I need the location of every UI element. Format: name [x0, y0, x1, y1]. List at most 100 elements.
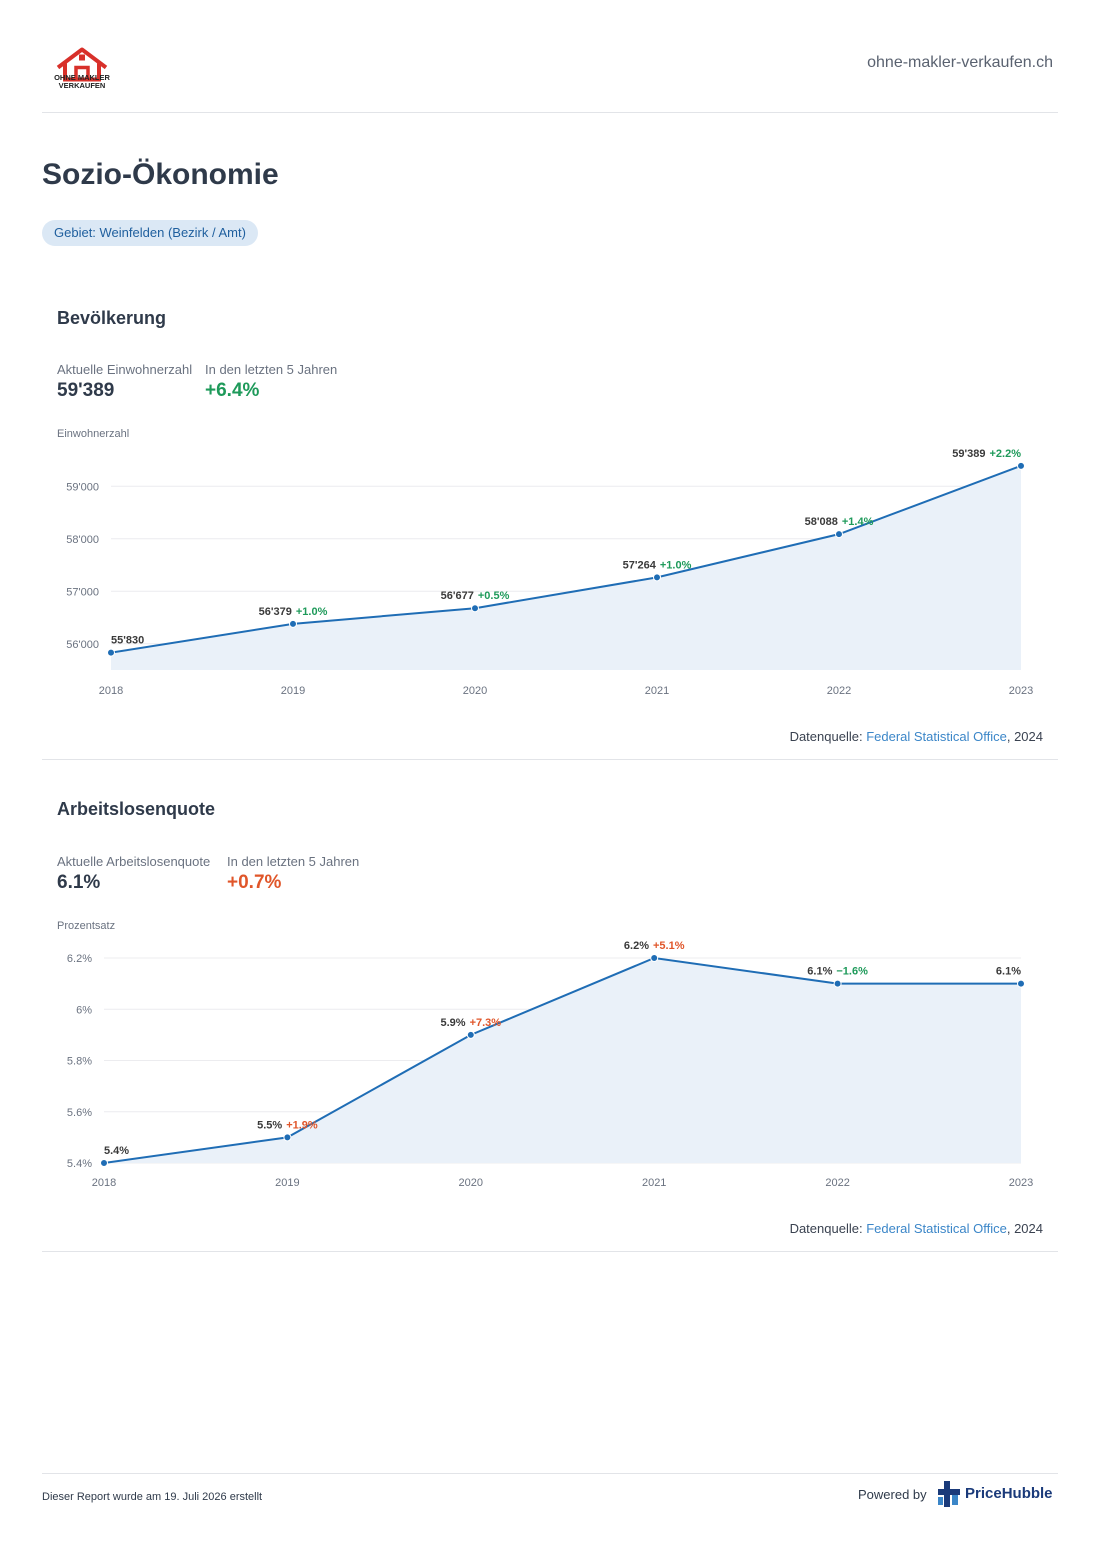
y-tick-label: 5.4%: [67, 1158, 92, 1170]
value-label: 57'264: [623, 559, 657, 571]
site-url[interactable]: ohne-makler-verkaufen.ch: [867, 54, 1053, 71]
pricehubble-brand[interactable]: PriceHubble: [965, 1485, 1053, 1502]
change-label: +5.1%: [653, 940, 685, 952]
population-chart: 56'000 57'000 58'000 59'000 55'830 2018 56'379…: [66, 448, 1033, 697]
series-line: [103, 956, 1021, 1164]
pricehubble-logo-icon: [938, 1481, 960, 1507]
logo-line-1: OHNE MAKLER: [54, 73, 110, 82]
data-label: 6.1% −1.6%: [807, 966, 868, 978]
powered-by-label: Powered by: [858, 1487, 927, 1502]
population-axis-label: Einwohnerzahl: [57, 428, 130, 440]
value-label: 55'830: [111, 635, 144, 647]
source-prefix: Datenquelle:: [789, 1221, 867, 1236]
change-label: +1.9%: [286, 1119, 318, 1131]
x-tick-label: 2023: [1009, 1177, 1033, 1189]
value-label: 56'677: [441, 590, 474, 602]
logo-line-2: VERKAUFEN: [58, 81, 106, 90]
y-tick-label: 5.6%: [67, 1107, 92, 1119]
footer-divider: [42, 1473, 1058, 1474]
change-label: +1.0%: [296, 606, 328, 618]
source-link[interactable]: Federal Statistical Office: [866, 1221, 1007, 1236]
section-divider: [42, 1251, 1058, 1252]
data-label: 6.2% +5.1%: [624, 940, 685, 952]
population-change-value: +6.4%: [205, 380, 260, 401]
population-change-label: In den letzten 5 Jahren: [205, 362, 338, 377]
data-label: 56'677 +0.5%: [441, 590, 510, 602]
data-point: [1017, 979, 1025, 988]
data-point: [835, 530, 843, 539]
x-tick-label: 2019: [281, 685, 305, 697]
data-point: [289, 619, 297, 628]
x-tick-label: 2018: [99, 685, 123, 697]
data-point: [466, 1030, 475, 1039]
y-tick-label: 58'000: [66, 534, 99, 546]
value-label: 6.2%: [624, 940, 649, 952]
data-label: 59'389 +2.2%: [952, 448, 1021, 460]
unemployment-axis-label: Prozentsatz: [57, 920, 116, 932]
x-tick-label: 2022: [825, 1177, 849, 1189]
page-title: Sozio-Ökonomie: [42, 158, 279, 191]
x-tick-label: 2020: [463, 685, 487, 697]
change-label: +2.2%: [990, 448, 1022, 460]
data-point: [650, 954, 659, 962]
series-line: [110, 464, 1022, 654]
y-tick-label: 57'000: [66, 586, 99, 598]
x-tick-label: 2019: [275, 1177, 299, 1189]
data-label: 57'264 +1.0%: [623, 559, 692, 571]
change-label: +0.5%: [478, 590, 510, 602]
source-suffix: , 2024: [1006, 1221, 1043, 1236]
value-label: 58'088: [805, 516, 838, 528]
unemployment-source: Datenquelle: Federal Statistical Office,…: [790, 1221, 1043, 1236]
report-date-text: Dieser Report wurde am 19. Juli 2026 ers…: [42, 1491, 263, 1503]
data-label: 6.1%: [996, 966, 1021, 978]
data-label: 58'088 +1.4%: [805, 516, 874, 528]
y-tick-label: 59'000: [66, 481, 99, 493]
data-point: [100, 1159, 108, 1167]
data-point: [471, 604, 479, 613]
source-suffix: , 2024: [1006, 729, 1043, 744]
y-tick-label: 6.2%: [67, 953, 92, 965]
data-label: 5.9% +7.3%: [441, 1017, 502, 1029]
x-tick-label: 2018: [92, 1177, 116, 1189]
value-label: 56'379: [259, 606, 292, 618]
change-label: +1.0%: [660, 559, 692, 571]
data-point: [107, 648, 115, 657]
house-logo-icon: [56, 47, 108, 82]
population-current-value: 59'389: [57, 380, 115, 401]
change-label: +7.3%: [470, 1017, 502, 1029]
data-point: [653, 573, 661, 582]
value-label: 5.9%: [441, 1017, 466, 1029]
unemployment-change-label: In den letzten 5 Jahren: [227, 854, 360, 869]
value-label: 59'389: [952, 448, 985, 460]
value-label: 5.5%: [257, 1119, 282, 1131]
value-label: 6.1%: [996, 966, 1021, 978]
x-tick-label: 2023: [1009, 685, 1033, 697]
data-label: 56'379 +1.0%: [259, 606, 328, 618]
change-label: +1.4%: [842, 516, 874, 528]
y-tick-label: 6%: [76, 1004, 92, 1016]
value-label: 5.4%: [104, 1145, 129, 1157]
data-label: 55'830: [111, 635, 144, 647]
x-tick-label: 2021: [645, 685, 669, 697]
y-tick-label: 5.8%: [67, 1056, 92, 1068]
unemployment-title: Arbeitslosenquote: [57, 799, 216, 819]
unemployment-current-value: 6.1%: [57, 872, 101, 893]
x-tick-label: 2022: [827, 685, 851, 697]
header-divider: [42, 112, 1058, 113]
population-source: Datenquelle: Federal Statistical Office,…: [790, 729, 1043, 744]
population-title: Bevölkerung: [57, 308, 167, 328]
value-label: 6.1%: [807, 966, 832, 978]
data-label: 5.4%: [104, 1145, 129, 1157]
data-point: [833, 979, 842, 988]
logo-text: OHNE MAKLER VERKAUFEN: [46, 74, 118, 90]
section-divider: [42, 759, 1058, 760]
change-label: −1.6%: [836, 966, 868, 978]
y-tick-label: 56'000: [66, 639, 99, 651]
population-current-label: Aktuelle Einwohnerzahl: [57, 362, 193, 377]
unemployment-change-value: +0.7%: [227, 872, 282, 893]
data-label: 5.5% +1.9%: [257, 1119, 318, 1131]
data-point: [283, 1133, 292, 1142]
unemployment-current-label: Aktuelle Arbeitslosenquote: [57, 854, 211, 869]
source-link[interactable]: Federal Statistical Office: [866, 729, 1007, 744]
